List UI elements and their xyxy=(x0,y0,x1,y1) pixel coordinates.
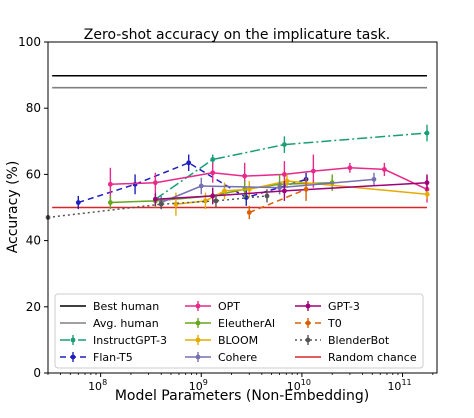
legend-label: Random chance xyxy=(328,351,417,364)
instructgpt-3-series xyxy=(152,124,430,205)
legend-label: Best human xyxy=(93,300,159,313)
opt-point xyxy=(152,180,158,186)
legend-item-random-chance: Random chance xyxy=(295,351,417,364)
bloom-point xyxy=(173,201,179,207)
legend-box xyxy=(54,293,424,369)
bloom-point xyxy=(222,188,227,194)
legend-marker xyxy=(305,320,311,326)
legend-marker xyxy=(195,337,201,343)
legend-label: EleutherAI xyxy=(218,317,275,330)
legend-marker xyxy=(70,354,76,360)
instructgpt-3-point xyxy=(210,157,216,162)
legend-item-cohere: Cohere xyxy=(185,351,257,364)
legend-label: BlenderBot xyxy=(328,334,390,347)
legend-item-t0: T0 xyxy=(295,317,342,330)
plot-frame xyxy=(47,41,438,374)
gpt-3-point xyxy=(152,196,158,202)
bloom-point xyxy=(284,178,290,184)
bloom-point xyxy=(424,191,430,197)
y-tick-label: 80 xyxy=(26,101,41,115)
blenderbot-line xyxy=(47,195,268,219)
opt-point xyxy=(381,167,387,172)
x-axis-label: Model Parameters (Non-Embedding) xyxy=(115,388,369,404)
legend-label: Flan-T5 xyxy=(93,351,133,364)
legend-label: GPT-3 xyxy=(328,300,360,313)
chart-title: Zero-shot accuracy on the implicature ta… xyxy=(84,27,390,43)
t0-series xyxy=(246,177,309,220)
cohere-line xyxy=(160,178,375,204)
legend-item-bloom: BLOOM xyxy=(185,334,258,347)
opt-point xyxy=(310,168,316,174)
legend-marker xyxy=(195,320,201,326)
legend-marker xyxy=(305,337,311,343)
y-tick-label: 40 xyxy=(26,234,41,248)
legend-label: T0 xyxy=(327,317,342,330)
blenderbot-point xyxy=(213,198,219,204)
bloom-line xyxy=(175,180,428,205)
legend-item-eleutherai: EleutherAI xyxy=(185,317,275,330)
legend-label: Avg. human xyxy=(93,317,159,330)
legend-item-gpt-3: GPT-3 xyxy=(295,300,360,313)
y-tick-label: 0 xyxy=(33,366,41,380)
cohere-point xyxy=(198,183,204,189)
eleutherai-point xyxy=(107,200,113,205)
legend-item-best-human: Best human xyxy=(60,300,159,313)
bloom-series xyxy=(173,174,430,216)
flan-t5-point xyxy=(186,160,192,166)
opt-point xyxy=(347,165,353,171)
gpt-3-point xyxy=(210,193,216,199)
legend-label: InstructGPT-3 xyxy=(93,334,167,347)
y-tick-label: 20 xyxy=(26,300,41,314)
legend-item-opt: OPT xyxy=(185,300,240,313)
legend-item-flan-t5: Flan-T5 xyxy=(60,351,133,364)
legend-marker xyxy=(70,337,76,343)
gpt-3-series xyxy=(152,174,430,206)
gpt-3-point xyxy=(281,188,287,194)
gpt-3-line xyxy=(155,181,428,200)
instructgpt-3-point xyxy=(281,142,287,148)
blenderbot-point xyxy=(158,201,164,207)
legend-marker xyxy=(305,303,311,309)
t0-point xyxy=(303,186,309,192)
legend-label: BLOOM xyxy=(218,334,258,347)
t0-point xyxy=(246,210,252,215)
opt-point xyxy=(281,172,287,177)
legend-marker xyxy=(195,354,201,360)
legend-marker xyxy=(195,303,201,309)
instructgpt-3-line xyxy=(154,132,428,200)
y-axis-label: Accuracy (%) xyxy=(5,161,21,254)
legend-item-blenderbot: BlenderBot xyxy=(295,334,390,347)
bloom-point xyxy=(246,186,252,192)
cohere-point xyxy=(371,176,377,182)
blenderbot-series xyxy=(45,189,270,220)
opt-point xyxy=(210,170,216,176)
legend-item-instructgpt-3: InstructGPT-3 xyxy=(60,334,167,347)
instructgpt-3-point xyxy=(424,130,430,136)
gpt-3-point xyxy=(424,180,430,186)
x-tick-label: 108 xyxy=(88,378,107,393)
cohere-point xyxy=(277,185,282,191)
legend-label: Cohere xyxy=(218,351,257,364)
t0-line xyxy=(249,188,307,214)
bloom-point xyxy=(203,198,208,204)
opt-point xyxy=(242,173,248,179)
legend-item-avg-human: Avg. human xyxy=(60,317,159,330)
legend-label: OPT xyxy=(218,300,240,313)
flan-t5-point xyxy=(75,200,81,205)
blenderbot-point xyxy=(264,193,270,199)
opt-point xyxy=(107,181,113,187)
y-tick-label: 60 xyxy=(26,167,41,181)
y-tick-label: 100 xyxy=(18,35,41,49)
legend: Best human Avg. human InstructGPT-3 Flan-T5… xyxy=(54,293,424,369)
x-tick-label: 1011 xyxy=(387,378,411,393)
eleutherai-line xyxy=(110,181,333,204)
